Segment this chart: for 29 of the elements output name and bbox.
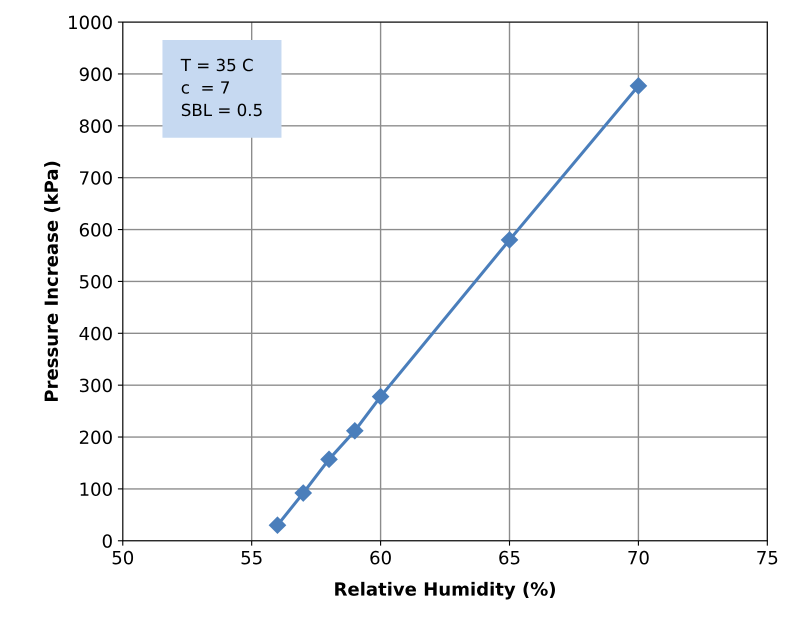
- x-tick-label: 50: [112, 550, 134, 564]
- point: [268, 516, 286, 534]
- y-tick-label: 300: [80, 378, 112, 392]
- annotation: c = 7: [182, 81, 229, 94]
- y-tick-label: 200: [80, 430, 112, 444]
- annotation: SBL = 0.5: [182, 104, 262, 116]
- y-tick-label: 400: [79, 326, 112, 340]
- point: [346, 422, 364, 440]
- point: [320, 450, 338, 468]
- y-tick-label: 100: [80, 482, 112, 496]
- x-axis-title: Relative Humidity (%): [335, 582, 555, 600]
- y-axis-title: Pressure Increase (kPa): [44, 162, 60, 402]
- y-tick-label: 1000: [69, 16, 112, 30]
- x-tick-label: 70: [628, 550, 649, 564]
- annotation: T = 35 C: [180, 58, 253, 72]
- y-tick-label: 0: [102, 534, 112, 548]
- y-tick-label: 700: [80, 171, 112, 185]
- y-tick-label: 600: [80, 223, 112, 237]
- y-tick-label: 500: [80, 274, 112, 289]
- point: [500, 231, 518, 248]
- x-tick-label: 65: [499, 550, 520, 564]
- point: [630, 77, 647, 94]
- x-tick-label: 55: [242, 551, 262, 564]
- y-tick-label: 900: [80, 67, 112, 82]
- point: [372, 388, 390, 406]
- y-tick-label: 800: [80, 119, 112, 133]
- x-tick-label: 60: [370, 550, 391, 564]
- x-tick-label: 75: [757, 551, 778, 564]
- point: [294, 484, 312, 502]
